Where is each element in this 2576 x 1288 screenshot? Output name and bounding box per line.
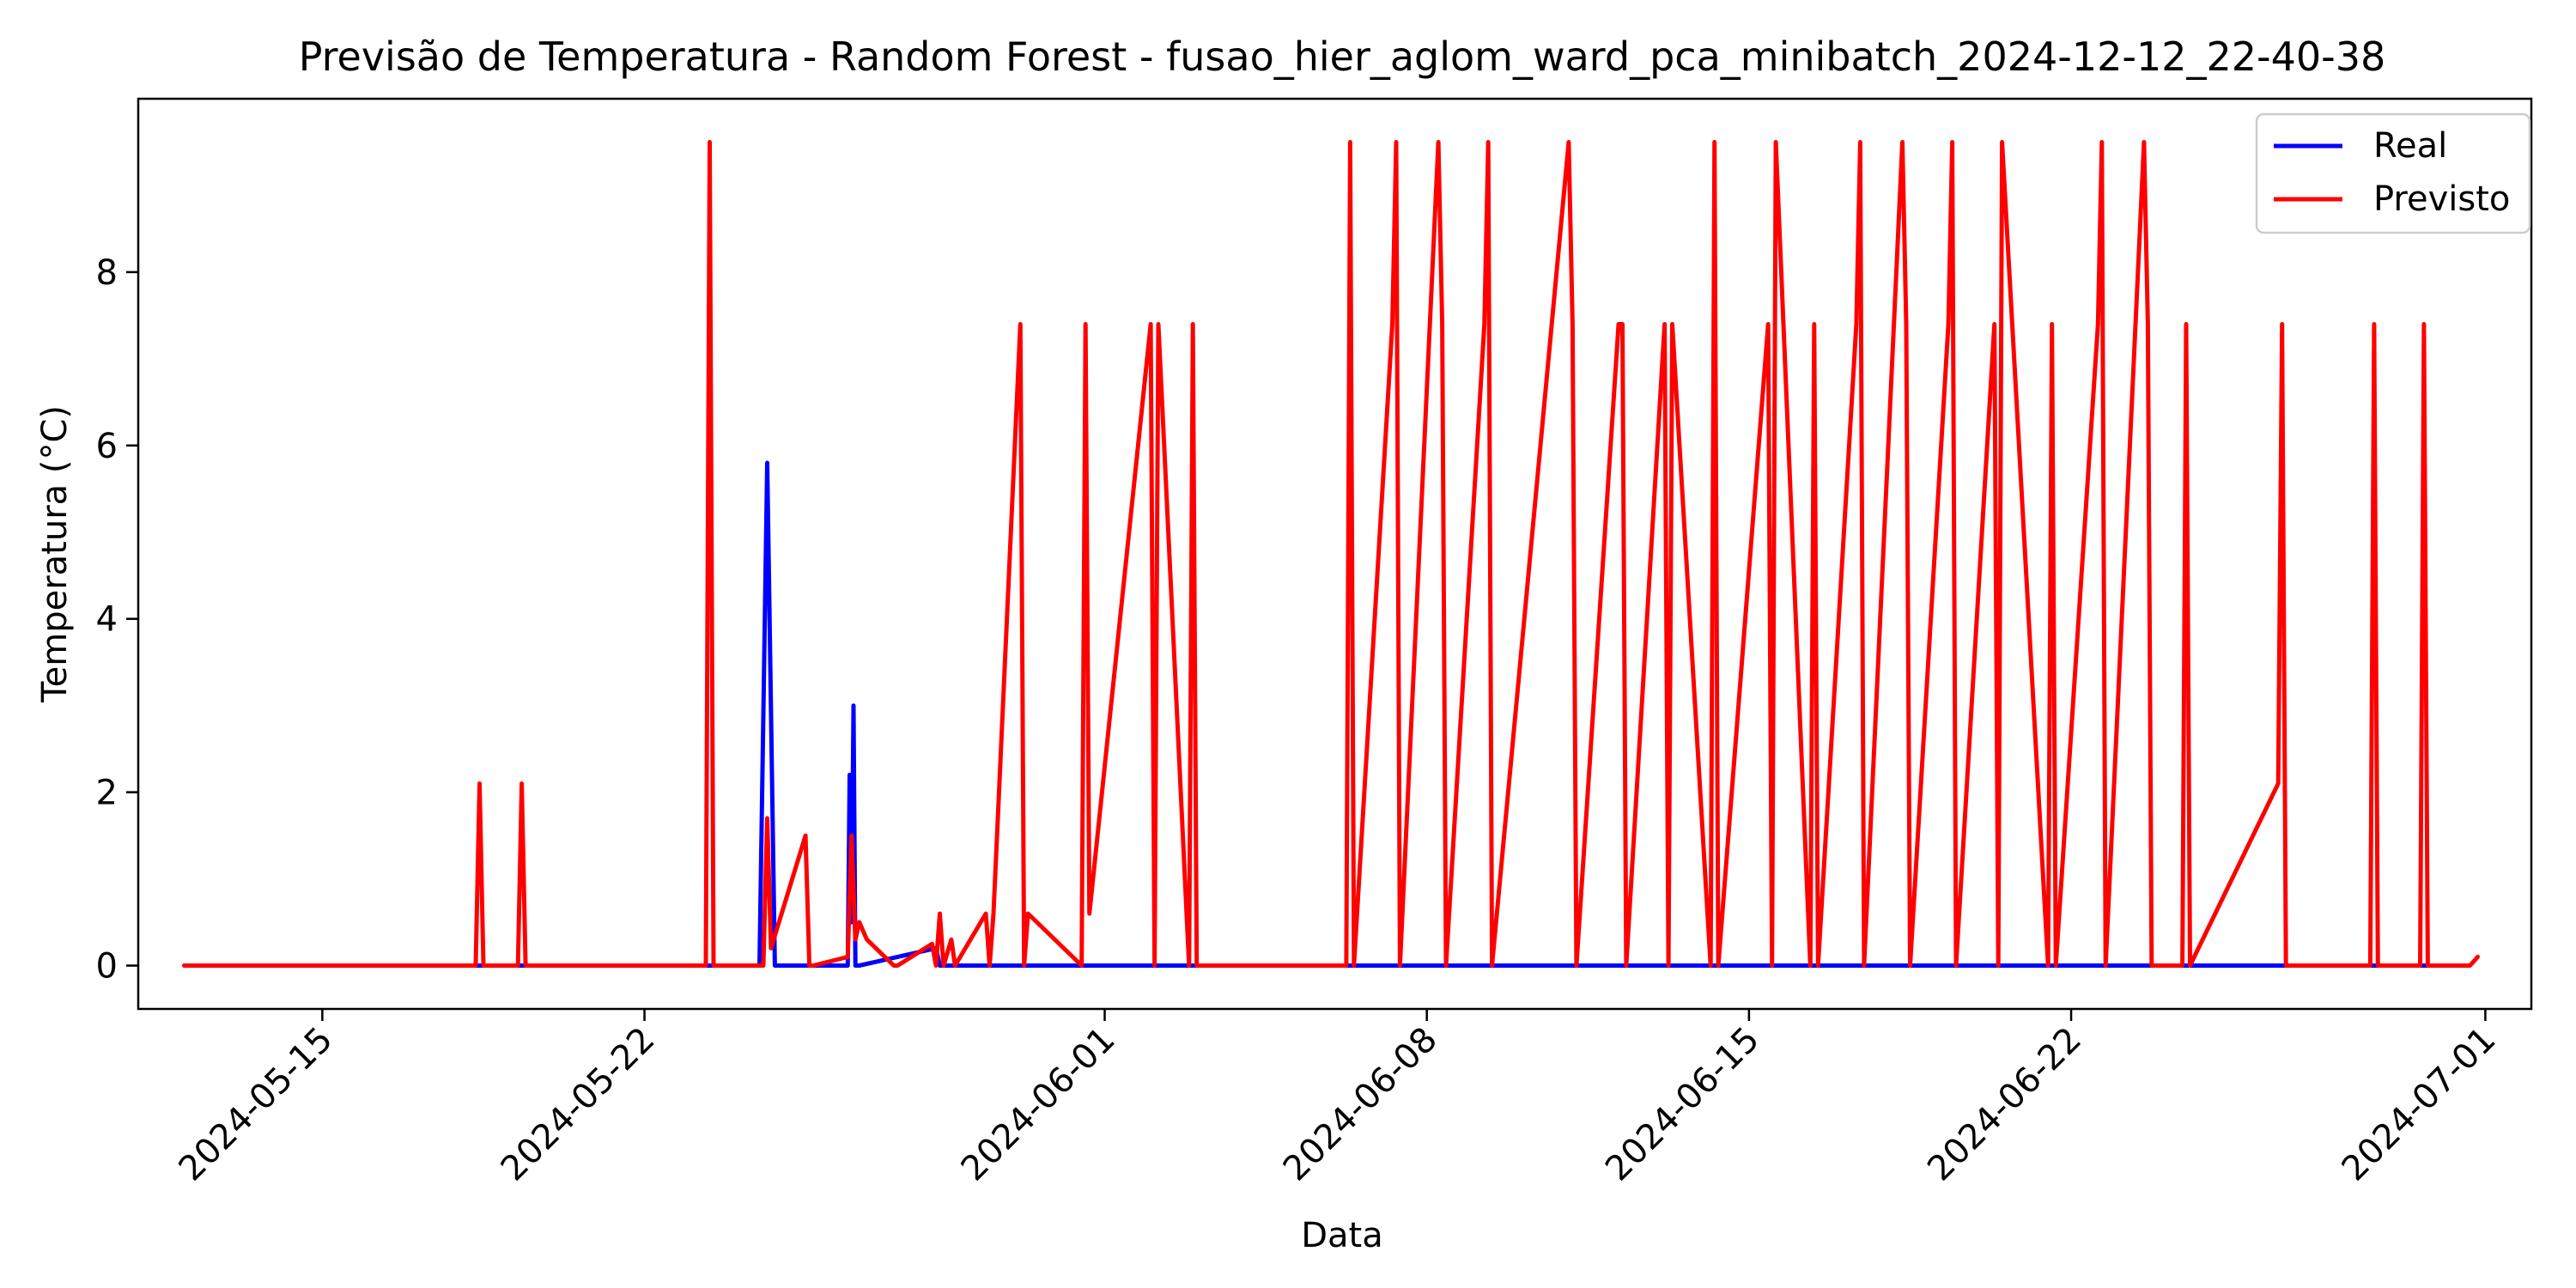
plot-area (182, 140, 2480, 968)
y-tick-label: 0 (96, 947, 118, 987)
legend-label-previsto: Previsto (2373, 179, 2510, 219)
y-tick-label: 6 (96, 427, 118, 466)
legend: Real Previsto (2255, 112, 2531, 234)
y-tick-label: 4 (96, 600, 118, 640)
x-axis-label: Data (1301, 1216, 1383, 1255)
y-axis-label: Temperatura (°C) (35, 405, 75, 703)
y-tick-label: 2 (96, 774, 118, 813)
series-layer (182, 140, 2480, 968)
chart-title: Previsão de Temperatura - Random Forest … (299, 33, 2386, 80)
series-line-previsto (182, 140, 2480, 968)
plot-frame (137, 97, 2533, 1011)
y-tick-label: 8 (96, 253, 118, 293)
y-axis: 0 2 4 6 8 (96, 253, 138, 987)
legend-label-real: Real (2373, 126, 2447, 166)
